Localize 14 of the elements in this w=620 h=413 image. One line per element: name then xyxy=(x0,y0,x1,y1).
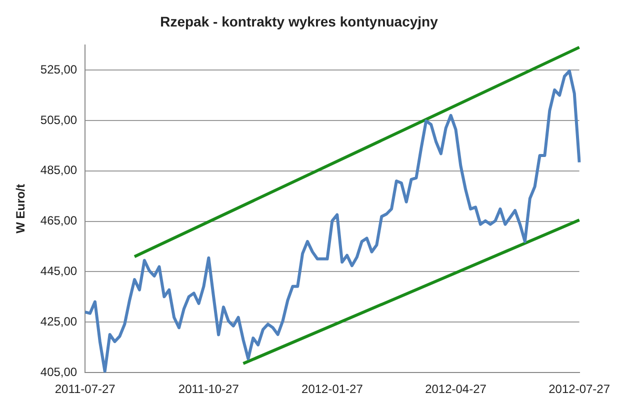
x-tick-label: 2012-01-27 xyxy=(302,382,364,396)
chart-title: Rzepak - kontrakty wykres kontynuacyjny xyxy=(160,13,438,30)
y-tick-label: 425,00 xyxy=(40,314,78,328)
y-tick-label: 405,00 xyxy=(40,364,78,379)
y-tick-label: 505,00 xyxy=(40,112,78,127)
y-tick-label: 445,00 xyxy=(40,264,78,278)
y-axis-title: W Euro/t xyxy=(14,184,28,234)
x-tick-label: 2012-04-27 xyxy=(425,382,487,396)
x-tick-label: 2012-07-27 xyxy=(548,382,610,396)
y-tick-label: 525,00 xyxy=(40,62,78,76)
x-tick-label: 2011-10-27 xyxy=(178,382,240,396)
x-tick-label: 2011-07-27 xyxy=(54,382,116,396)
y-tick-label: 465,00 xyxy=(40,214,78,228)
y-tick-label: 485,00 xyxy=(40,163,78,178)
